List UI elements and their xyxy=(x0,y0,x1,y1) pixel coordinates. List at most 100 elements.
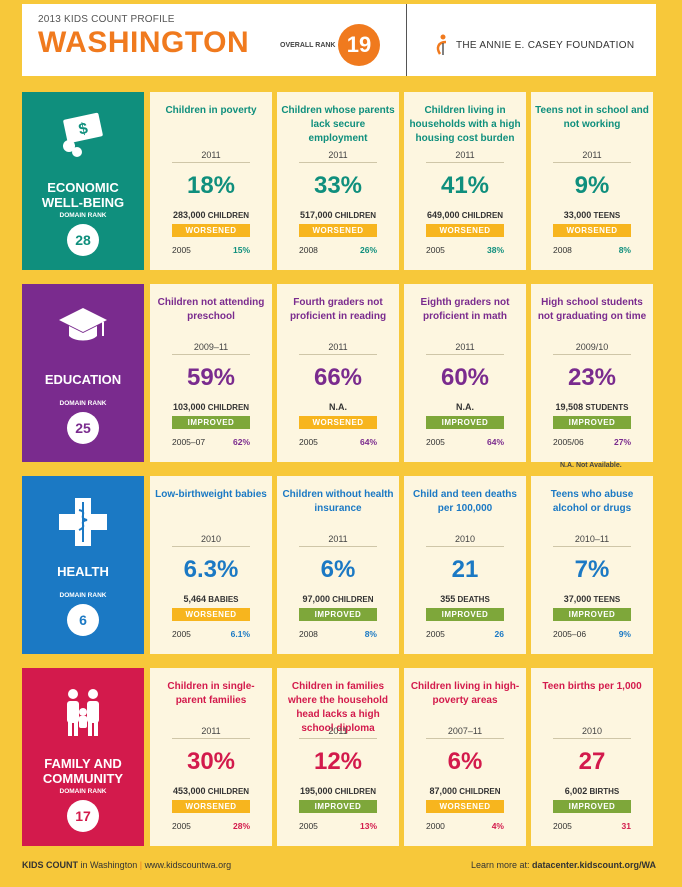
baseline-year: 2008 xyxy=(553,245,572,255)
indicator-year: 2009/10 xyxy=(575,342,609,352)
baseline: 2005/06 27% xyxy=(553,437,631,447)
indicator-label: Children in poverty xyxy=(165,105,257,116)
domain-row-economic: $ ECONOMIC WELL-BEING DOMAIN RANK 28 Chi… xyxy=(22,92,656,270)
indicator-year: 2011 xyxy=(201,726,221,736)
divider xyxy=(426,162,504,163)
indicator-card: Children without health insurance 2011 6… xyxy=(277,476,399,654)
indicator-count: 6,002 BIRTHS xyxy=(531,786,653,796)
indicator-card: Children in families where the household… xyxy=(277,668,399,846)
indicator-label: Teens who abuse alcohol or drugs xyxy=(550,489,634,514)
trend-badge: WORSENED xyxy=(299,416,377,429)
indicator-value: 9% xyxy=(574,172,610,199)
domain-rank-badge: 17 xyxy=(67,800,99,832)
indicator-year: 2011 xyxy=(455,342,475,352)
indicator-card: Children whose parents lack secure emplo… xyxy=(277,92,399,270)
baseline: 2005–06 9% xyxy=(553,629,631,639)
count-unit: CHILDREN xyxy=(207,211,250,220)
count-number: 283,000 xyxy=(172,210,206,220)
divider xyxy=(426,354,504,355)
casey-logo-icon xyxy=(436,34,447,55)
divider xyxy=(553,546,631,547)
count-number: 87,000 xyxy=(429,786,457,796)
divider xyxy=(299,738,377,739)
indicator-card: Child and teen deaths per 100,000 2010 2… xyxy=(404,476,526,654)
count-number: N.A. xyxy=(456,402,474,412)
domain-name-line1: HEALTH xyxy=(57,564,109,579)
trend-badge: IMPROVED xyxy=(553,800,631,813)
indicator-year: 2011 xyxy=(328,534,348,544)
indicator-value: 21 xyxy=(451,556,479,583)
indicator-year: 2011 xyxy=(328,150,348,160)
baseline-year: 2008 xyxy=(299,245,318,255)
count-unit: CHILDREN xyxy=(334,787,377,796)
indicator-count: N.A. xyxy=(277,402,399,412)
indicator-value: 33% xyxy=(313,172,363,199)
indicator-label: High school students not graduating on t… xyxy=(537,297,647,322)
indicator-label: Fourth graders not proficient in reading xyxy=(289,297,387,322)
indicator-value: 60% xyxy=(440,364,490,391)
count-unit: CHILDREN xyxy=(334,211,377,220)
indicator-card: Teen births per 1,000 2010 27 6,002 BIRT… xyxy=(531,668,653,846)
indicator-label: Children whose parents lack secure emplo… xyxy=(281,105,395,144)
divider xyxy=(172,354,250,355)
indicator-card: Low-birthweight babies 2010 6.3% 5,464 B… xyxy=(150,476,272,654)
baseline-value: 15% xyxy=(232,245,250,255)
divider xyxy=(299,546,377,547)
indicator-label: Child and teen deaths per 100,000 xyxy=(413,489,517,514)
divider xyxy=(172,546,250,547)
trend-badge: WORSENED xyxy=(426,224,504,237)
family-icon xyxy=(22,686,144,738)
indicator-year: 2011 xyxy=(455,150,475,160)
baseline-value: 9% xyxy=(618,629,631,639)
svg-text:$: $ xyxy=(77,120,89,138)
indicator-count: 97,000 CHILDREN xyxy=(277,594,399,604)
divider xyxy=(299,162,377,163)
divider xyxy=(553,354,631,355)
baseline-value: 27% xyxy=(613,437,631,447)
count-unit: CHILDREN xyxy=(207,787,250,796)
indicator-count: N.A. xyxy=(404,402,526,412)
domain-rank-badge: 25 xyxy=(67,412,99,444)
indicator-year: 2010 xyxy=(581,726,603,736)
domain-name: ECONOMIC WELL-BEING xyxy=(22,180,144,210)
baseline-value: 38% xyxy=(486,245,504,255)
domain-row-health: HEALTH DOMAIN RANK 6 Low-birthweight bab… xyxy=(22,476,656,654)
overall-rank-label: OVERALL RANK xyxy=(280,42,336,49)
domain-rank-badge: 28 xyxy=(67,224,99,256)
indicator-label: Teens not in school and not working xyxy=(535,105,649,130)
footer-url-link[interactable]: www.kidscountwa.org xyxy=(144,860,232,870)
indicator-year: 2007–11 xyxy=(447,726,483,736)
count-unit: STUDENTS xyxy=(585,403,629,412)
count-number: 19,508 xyxy=(555,402,584,412)
baseline-year: 2005 xyxy=(172,629,191,639)
indicator-label: Children not attending preschool xyxy=(157,297,265,322)
count-unit: CHILDREN xyxy=(461,211,504,220)
baseline: 2005 15% xyxy=(172,245,250,255)
indicator-count: 283,000 CHILDREN xyxy=(150,210,272,220)
footer-learn-more: Learn more at: xyxy=(470,860,532,870)
indicator-card: Teens who abuse alcohol or drugs 2010–11… xyxy=(531,476,653,654)
divider xyxy=(426,546,504,547)
indicator-label: Children in families where the household… xyxy=(287,681,388,734)
count-number: 195,000 xyxy=(299,786,333,796)
baseline: 2005 26 xyxy=(426,629,504,639)
baseline: 2005 28% xyxy=(172,821,250,831)
baseline-value: 64% xyxy=(359,437,377,447)
divider xyxy=(299,354,377,355)
count-unit: BABIES xyxy=(208,595,239,604)
domain-tile: HEALTH DOMAIN RANK 6 xyxy=(22,476,144,654)
datacenter-link[interactable]: datacenter.kidscount.org/WA xyxy=(531,860,656,870)
indicator-value: 18% xyxy=(186,172,236,199)
baseline-value: 8% xyxy=(364,629,377,639)
baseline-value: 31 xyxy=(621,821,631,831)
na-note: N.A. Not Available. xyxy=(560,462,622,469)
baseline-year: 2005 xyxy=(172,245,191,255)
indicator-count: 195,000 CHILDREN xyxy=(277,786,399,796)
trend-badge: IMPROVED xyxy=(426,416,504,429)
domain-row-education: EDUCATION DOMAIN RANK 25 Children not at… xyxy=(22,284,656,462)
indicator-card: Children in poverty 2011 18% 283,000 CHI… xyxy=(150,92,272,270)
baseline: 2008 8% xyxy=(553,245,631,255)
count-number: N.A. xyxy=(329,402,347,412)
indicator-value: 6.3% xyxy=(183,556,239,583)
indicator-card: High school students not graduating on t… xyxy=(531,284,653,462)
